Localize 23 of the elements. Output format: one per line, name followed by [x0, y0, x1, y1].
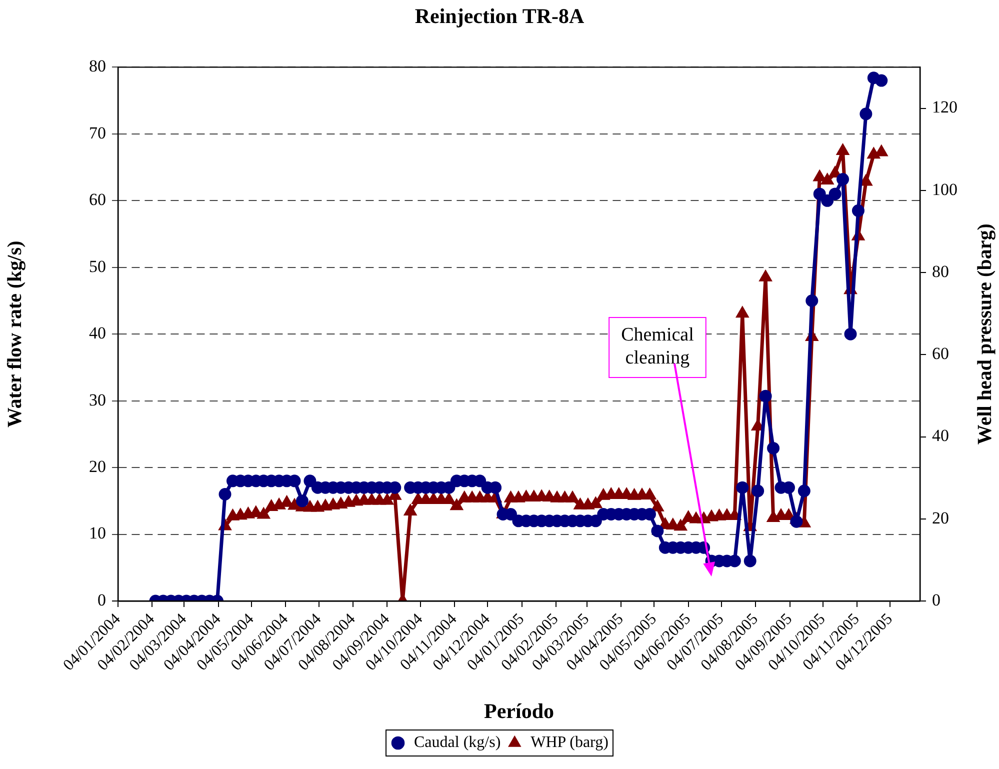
y2-axis-title: Well head pressure (barg)	[974, 224, 996, 445]
legend-label: WHP (barg)	[530, 734, 608, 752]
y2-tick-label: 60	[932, 344, 949, 364]
chart-title: Reinjection TR-8A	[414, 4, 586, 28]
y2-tick-label: 0	[932, 590, 940, 610]
legend-label: Caudal (kg/s)	[414, 734, 501, 752]
y-tick-label: 10	[89, 524, 106, 543]
y-tick-label: 40	[89, 324, 106, 343]
y2-tick-label: 40	[932, 426, 949, 446]
y-tick-label: 20	[89, 457, 106, 476]
y2-tick-label: 100	[932, 180, 958, 199]
y2-tick-label: 120	[932, 98, 958, 117]
y-tick-label: 0	[98, 590, 106, 610]
annotation: Chemical cleaning	[621, 324, 694, 368]
y2-tick-label: 20	[932, 508, 949, 528]
y-axis-title: Water flow rate (kg/s)	[4, 240, 26, 428]
y-tick-label: 70	[89, 123, 106, 142]
y-tick-label: 30	[89, 390, 106, 410]
x-axis-title: Período	[484, 698, 554, 723]
y-tick-label: 80	[89, 56, 106, 76]
y-tick-label: 50	[89, 256, 106, 276]
y2-tick-label: 80	[932, 262, 949, 281]
y-tick-label: 60	[89, 190, 106, 210]
